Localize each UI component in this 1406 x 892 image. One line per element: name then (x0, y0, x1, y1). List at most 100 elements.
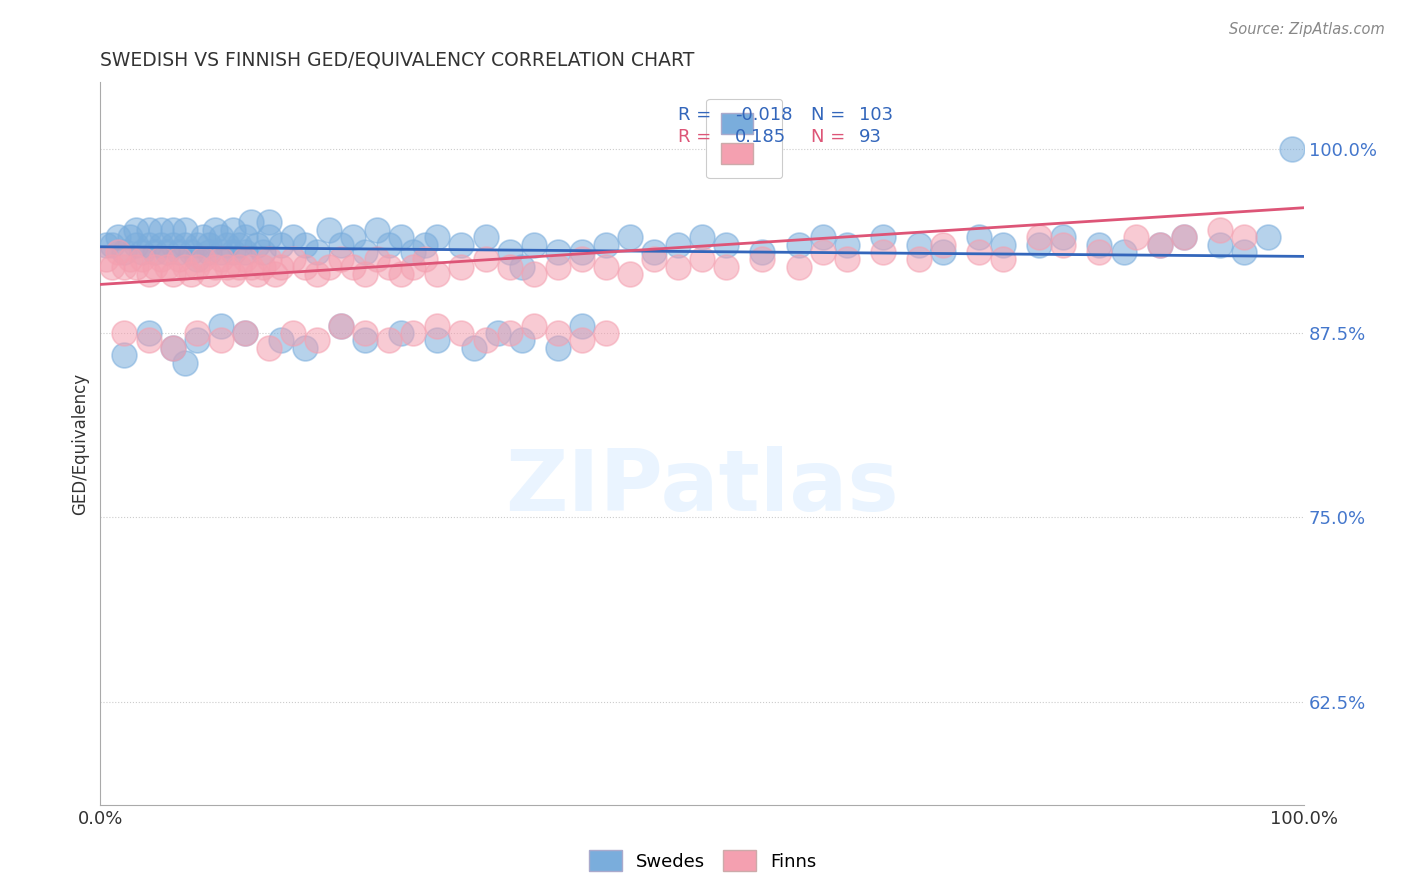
Point (1088, 237, 1111, 252)
Point (787, 260, 810, 274)
Point (595, 260, 617, 274)
Point (619, 267, 641, 281)
Point (510, 260, 533, 274)
Point (991, 237, 1014, 252)
Point (186, 252, 208, 267)
Point (125, 237, 148, 252)
Point (281, 326, 304, 340)
Point (643, 252, 665, 267)
Point (474, 252, 496, 267)
Point (872, 230, 894, 244)
Point (173, 237, 195, 252)
Point (716, 237, 738, 252)
Text: R =: R = (678, 106, 717, 124)
Point (270, 237, 292, 252)
Point (1209, 223, 1232, 237)
Point (162, 223, 184, 237)
Point (330, 252, 353, 267)
Point (204, 260, 226, 274)
Point (162, 341, 184, 355)
Point (294, 341, 316, 355)
Y-axis label: GED/Equivalency: GED/Equivalency (72, 373, 89, 515)
Text: R =: R = (678, 128, 717, 145)
Point (173, 355, 195, 369)
Point (264, 267, 287, 281)
Point (239, 215, 262, 229)
Point (498, 326, 520, 340)
Point (787, 237, 810, 252)
Point (197, 267, 219, 281)
Point (294, 260, 316, 274)
Point (233, 326, 256, 340)
Point (138, 223, 160, 237)
Point (209, 252, 232, 267)
Point (932, 244, 955, 259)
Text: 0.185: 0.185 (735, 128, 786, 145)
Point (318, 260, 340, 274)
Point (1209, 237, 1232, 252)
Point (450, 326, 472, 340)
Point (486, 326, 509, 340)
Text: ZIPatlas: ZIPatlas (505, 446, 898, 529)
Point (571, 334, 593, 348)
Point (112, 244, 135, 259)
Point (246, 267, 269, 281)
Text: N =: N = (810, 106, 851, 124)
Point (1028, 230, 1050, 244)
Point (547, 260, 569, 274)
Point (138, 237, 160, 252)
Point (191, 252, 214, 267)
Point (209, 230, 232, 244)
Point (222, 267, 245, 281)
Point (378, 260, 401, 274)
Point (1028, 237, 1050, 252)
Point (751, 252, 773, 267)
Point (107, 230, 129, 244)
Point (510, 334, 533, 348)
Point (197, 244, 219, 259)
Point (257, 230, 280, 244)
Point (281, 252, 304, 267)
Point (690, 230, 713, 244)
Point (228, 260, 250, 274)
Point (354, 267, 377, 281)
Point (666, 237, 689, 252)
Point (342, 260, 364, 274)
Point (155, 260, 177, 274)
Point (1052, 230, 1074, 244)
Point (811, 244, 834, 259)
Point (186, 334, 208, 348)
Point (523, 318, 546, 333)
Point (354, 326, 377, 340)
Point (366, 252, 388, 267)
Point (162, 267, 184, 281)
Point (426, 334, 449, 348)
Point (209, 244, 232, 259)
Point (204, 223, 226, 237)
Point (389, 326, 412, 340)
Point (138, 267, 160, 281)
Point (180, 267, 202, 281)
Point (143, 244, 166, 259)
Point (215, 237, 238, 252)
Point (1233, 230, 1256, 244)
Point (498, 244, 520, 259)
Point (474, 230, 496, 244)
Point (131, 244, 153, 259)
Point (101, 260, 124, 274)
Point (571, 318, 593, 333)
Point (389, 230, 412, 244)
Point (281, 230, 304, 244)
Point (125, 223, 148, 237)
Point (402, 244, 425, 259)
Point (523, 267, 546, 281)
Point (125, 260, 148, 274)
Point (112, 326, 135, 340)
Point (426, 318, 449, 333)
Point (835, 252, 858, 267)
Point (96, 237, 118, 252)
Text: Source: ZipAtlas.com: Source: ZipAtlas.com (1229, 22, 1385, 37)
Point (186, 237, 208, 252)
Point (908, 237, 931, 252)
Point (872, 244, 894, 259)
